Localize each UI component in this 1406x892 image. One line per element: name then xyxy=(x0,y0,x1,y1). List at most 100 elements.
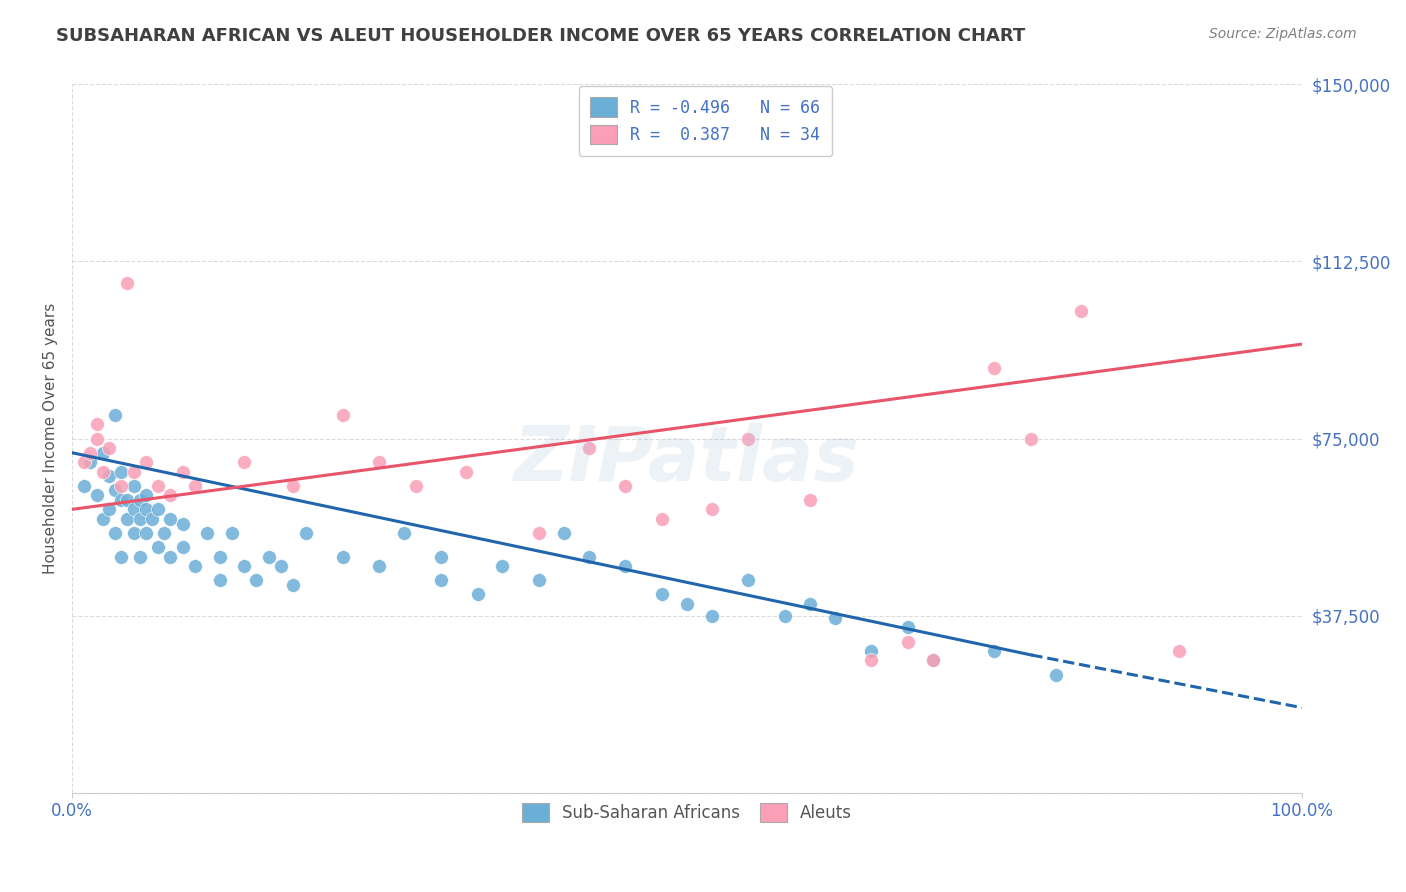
Point xyxy=(368,455,391,469)
Point xyxy=(824,611,846,625)
Point xyxy=(128,512,150,526)
Point xyxy=(110,479,132,493)
Point xyxy=(146,502,169,516)
Point xyxy=(737,432,759,446)
Point xyxy=(1070,304,1092,318)
Point xyxy=(208,573,231,587)
Y-axis label: Householder Income Over 65 years: Householder Income Over 65 years xyxy=(44,303,58,574)
Point xyxy=(135,502,157,516)
Point xyxy=(983,644,1005,658)
Point xyxy=(184,559,207,574)
Point xyxy=(775,608,797,623)
Point xyxy=(79,455,101,469)
Legend: Sub-Saharan Africans, Aleuts: Sub-Saharan Africans, Aleuts xyxy=(510,791,863,834)
Point xyxy=(233,559,256,574)
Text: ZIPatlas: ZIPatlas xyxy=(515,423,860,497)
Point xyxy=(529,526,551,541)
Point xyxy=(86,488,108,502)
Point xyxy=(283,479,305,493)
Point xyxy=(1045,667,1067,681)
Point xyxy=(104,526,127,541)
Point xyxy=(1167,644,1189,658)
Point xyxy=(651,512,673,526)
Point xyxy=(922,653,945,667)
Point xyxy=(122,479,145,493)
Point xyxy=(135,526,157,541)
Point xyxy=(897,634,920,648)
Point xyxy=(208,549,231,564)
Point xyxy=(172,465,194,479)
Point xyxy=(110,465,132,479)
Point xyxy=(799,597,821,611)
Point xyxy=(117,512,139,526)
Point xyxy=(270,559,292,574)
Text: Source: ZipAtlas.com: Source: ZipAtlas.com xyxy=(1209,27,1357,41)
Point xyxy=(97,441,120,455)
Point xyxy=(159,512,181,526)
Point xyxy=(245,573,267,587)
Point xyxy=(110,549,132,564)
Point xyxy=(128,492,150,507)
Point xyxy=(86,417,108,432)
Point xyxy=(332,549,354,564)
Point xyxy=(294,526,316,541)
Point xyxy=(454,465,477,479)
Point xyxy=(122,465,145,479)
Text: SUBSAHARAN AFRICAN VS ALEUT HOUSEHOLDER INCOME OVER 65 YEARS CORRELATION CHART: SUBSAHARAN AFRICAN VS ALEUT HOUSEHOLDER … xyxy=(56,27,1025,45)
Point xyxy=(430,573,453,587)
Point xyxy=(128,549,150,564)
Point xyxy=(117,276,139,290)
Point xyxy=(233,455,256,469)
Point xyxy=(97,502,120,516)
Point xyxy=(392,526,415,541)
Point xyxy=(529,573,551,587)
Point xyxy=(91,512,114,526)
Point xyxy=(184,479,207,493)
Point xyxy=(172,516,194,531)
Point xyxy=(676,597,699,611)
Point xyxy=(221,526,243,541)
Point xyxy=(159,549,181,564)
Point xyxy=(578,549,600,564)
Point xyxy=(283,578,305,592)
Point xyxy=(73,479,96,493)
Point xyxy=(368,559,391,574)
Point xyxy=(104,408,127,422)
Point xyxy=(91,465,114,479)
Point xyxy=(122,526,145,541)
Point xyxy=(135,488,157,502)
Point xyxy=(97,469,120,483)
Point xyxy=(257,549,280,564)
Point xyxy=(799,492,821,507)
Point xyxy=(614,559,637,574)
Point xyxy=(172,540,194,554)
Point xyxy=(79,446,101,460)
Point xyxy=(104,483,127,498)
Point xyxy=(860,653,883,667)
Point xyxy=(73,455,96,469)
Point xyxy=(117,492,139,507)
Point xyxy=(578,441,600,455)
Point xyxy=(491,559,513,574)
Point xyxy=(135,455,157,469)
Point xyxy=(860,644,883,658)
Point xyxy=(91,446,114,460)
Point xyxy=(614,479,637,493)
Point xyxy=(195,526,218,541)
Point xyxy=(110,492,132,507)
Point xyxy=(332,408,354,422)
Point xyxy=(1021,432,1043,446)
Point xyxy=(86,432,108,446)
Point xyxy=(146,479,169,493)
Point xyxy=(146,540,169,554)
Point xyxy=(700,502,723,516)
Point xyxy=(430,549,453,564)
Point xyxy=(897,620,920,634)
Point xyxy=(159,488,181,502)
Point xyxy=(983,360,1005,375)
Point xyxy=(922,653,945,667)
Point xyxy=(737,573,759,587)
Point xyxy=(141,512,163,526)
Point xyxy=(122,502,145,516)
Point xyxy=(700,608,723,623)
